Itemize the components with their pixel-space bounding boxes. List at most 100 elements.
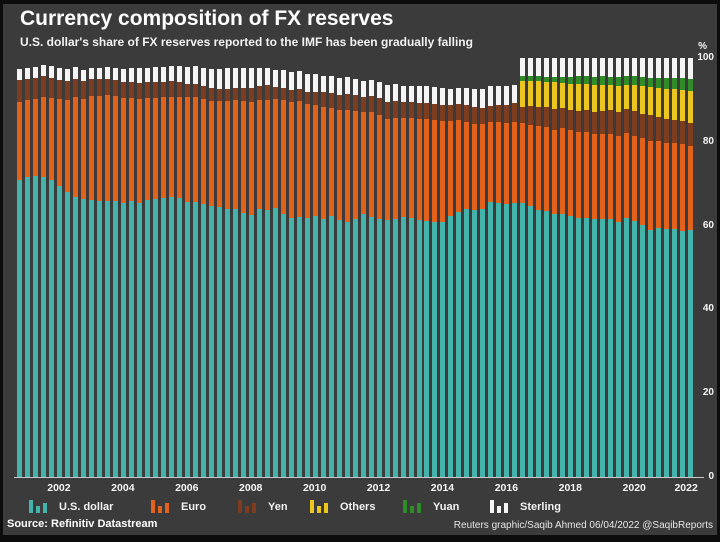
bar-segment-yuan — [624, 76, 629, 85]
bar-segment-others — [632, 85, 637, 111]
bar-segment-us-dollar — [49, 180, 54, 477]
bar-segment-euro — [472, 124, 477, 210]
bar-segment-yen — [369, 96, 374, 112]
bar-segment-euro — [488, 122, 493, 202]
bar-segment-sterling — [297, 71, 302, 89]
bar-segment-yuan — [520, 76, 525, 81]
bar-segment-euro — [305, 104, 310, 218]
bar-segment-yuan — [656, 78, 661, 88]
bar-segment-euro — [432, 120, 437, 222]
bar-segment-euro — [65, 100, 70, 192]
bar-segment-us-dollar — [129, 201, 134, 477]
bar-segment-euro — [265, 100, 270, 210]
bar-segment-euro — [49, 98, 54, 180]
bar-segment-euro — [600, 134, 605, 219]
y-axis-tick-label: 40 — [702, 303, 714, 315]
bar-segment-others — [592, 85, 597, 112]
bar-segment-euro — [73, 97, 78, 197]
bar-segment-us-dollar — [201, 204, 206, 477]
bar-segment-sterling — [313, 74, 318, 92]
bar-segment-us-dollar — [65, 192, 70, 477]
bar-segment-euro — [169, 97, 174, 197]
bar-segment-us-dollar — [73, 197, 78, 477]
bar-segment-us-dollar — [640, 225, 645, 477]
bar-segment-sterling — [688, 58, 693, 79]
bar-segment-sterling — [616, 58, 621, 77]
x-axis-year-label: 2014 — [430, 482, 455, 494]
bar-segment-sterling — [648, 58, 653, 78]
bar-segment-yen — [25, 79, 30, 100]
bar-segment-sterling — [512, 85, 517, 103]
bar-segment-euro — [688, 146, 693, 230]
bar-segment-sterling — [169, 66, 174, 81]
bar-segment-euro — [385, 119, 390, 220]
bar-segment-sterling — [321, 76, 326, 92]
bar-segment-yen — [472, 107, 477, 124]
bar-segment-us-dollar — [33, 176, 38, 477]
bar-segment-yen — [169, 81, 174, 97]
bar-segment-us-dollar — [680, 231, 685, 477]
bar-segment-euro — [313, 105, 318, 216]
bar-segment-euro — [193, 97, 198, 202]
bar-segment-yen — [648, 115, 653, 141]
bar-segment-yuan — [600, 76, 605, 85]
bar-segment-yen — [337, 95, 342, 110]
bar-segment-euro — [393, 118, 398, 219]
bar-segment-us-dollar — [456, 212, 461, 477]
bar-segment-sterling — [33, 67, 38, 78]
bar-segment-yen — [424, 103, 429, 119]
bar-segment-sterling — [464, 88, 469, 105]
bar-segment-sterling — [424, 86, 429, 103]
bar-segment-sterling — [305, 74, 310, 92]
bar-segment-sterling — [89, 68, 94, 79]
bar-segment-euro — [648, 141, 653, 230]
bar-segment-us-dollar — [568, 216, 573, 477]
bar-segment-yen — [89, 79, 94, 96]
bar-segment-sterling — [409, 86, 414, 102]
bar-segment-us-dollar — [89, 200, 94, 477]
bar-segment-yen — [656, 117, 661, 141]
bar-segment-us-dollar — [664, 229, 669, 477]
bar-segment-us-dollar — [440, 222, 445, 477]
bar-segment-euro — [456, 120, 461, 212]
legend-item-others: Others — [310, 500, 375, 513]
legend-item-euro: Euro — [151, 500, 206, 513]
legend-item-yen: Yen — [238, 500, 288, 513]
bar-segment-us-dollar — [576, 218, 581, 477]
bar-segment-us-dollar — [193, 202, 198, 477]
bar-segment-sterling — [432, 87, 437, 104]
bar-segment-yen — [185, 84, 190, 97]
bar-segment-us-dollar — [113, 201, 118, 477]
bar-segment-us-dollar — [265, 210, 270, 477]
bar-segment-yen — [624, 109, 629, 133]
bar-segment-us-dollar — [81, 199, 86, 477]
bar-segment-sterling — [353, 79, 358, 95]
sterling-legend-marker-icon — [490, 500, 511, 513]
bar-segment-us-dollar — [161, 198, 166, 477]
bar-segment-us-dollar — [305, 218, 310, 477]
bar-segment-us-dollar — [361, 214, 366, 477]
bar-segment-yen — [520, 107, 525, 123]
bar-segment-yen — [57, 80, 62, 99]
bar-segment-sterling — [121, 69, 126, 82]
bar-segment-yen — [313, 92, 318, 105]
bar-segment-euro — [41, 97, 46, 177]
bar-segment-euro — [536, 126, 541, 210]
bar-segment-euro — [440, 121, 445, 222]
bar-segment-sterling — [137, 68, 142, 83]
bar-segment-yen — [401, 102, 406, 118]
bar-segment-sterling — [672, 58, 677, 78]
bar-segment-yen — [217, 89, 222, 101]
bar-segment-others — [568, 84, 573, 110]
bar-segment-us-dollar — [496, 203, 501, 477]
bar-segment-us-dollar — [448, 216, 453, 477]
bar-segment-us-dollar — [520, 203, 525, 477]
bar-segment-euro — [584, 132, 589, 218]
bar-segment-us-dollar — [632, 221, 637, 477]
bar-segment-euro — [121, 98, 126, 203]
bar-segment-sterling — [568, 58, 573, 77]
bar-segment-sterling — [417, 86, 422, 103]
bar-segment-us-dollar — [41, 177, 46, 477]
bar-segment-euro — [345, 110, 350, 222]
us-dollar-legend-marker-icon — [29, 500, 50, 513]
